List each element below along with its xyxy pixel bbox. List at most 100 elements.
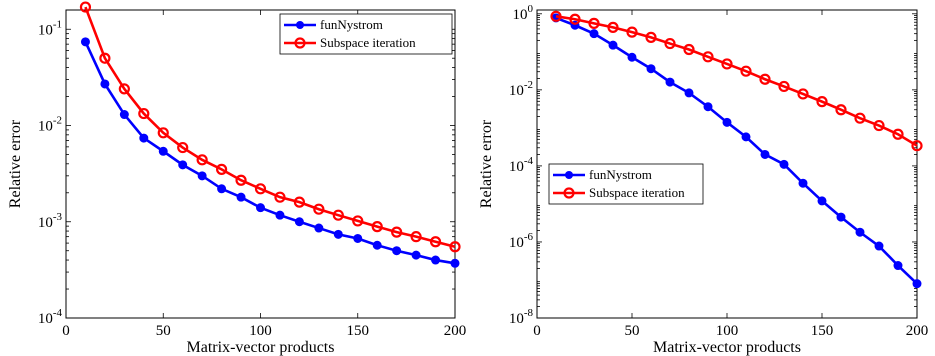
data-point xyxy=(854,112,866,124)
data-point xyxy=(294,217,304,227)
x-tick-label: 0 xyxy=(533,323,541,339)
data-point xyxy=(664,37,676,50)
data-point xyxy=(608,40,618,50)
legend: funNystrom Subspace iteration xyxy=(279,13,453,55)
data-point xyxy=(118,83,130,95)
data-point xyxy=(158,146,168,156)
x-tick-label: 150 xyxy=(347,323,370,339)
data-point xyxy=(703,102,713,112)
data-point xyxy=(721,58,733,70)
data-point xyxy=(410,231,422,243)
series-line xyxy=(555,16,918,285)
legend-marker xyxy=(565,171,573,179)
right-chart: 0 50 100 150 20010-810-610-410-2100Matrix-ve… xyxy=(478,3,928,356)
data-point xyxy=(836,212,846,222)
data-point xyxy=(352,215,364,227)
y-tick-label: 10-4 xyxy=(38,307,63,327)
y-tick-label: 10-3 xyxy=(38,211,63,231)
data-point xyxy=(797,88,809,100)
legend-label: Subspace iteration xyxy=(320,35,416,50)
legend-label: funNystrom xyxy=(589,167,652,182)
data-point xyxy=(235,174,247,186)
x-tick-label: 0 xyxy=(62,323,70,339)
data-point xyxy=(100,79,110,89)
legend-box xyxy=(279,13,453,55)
data-point xyxy=(313,203,325,215)
data-point xyxy=(275,210,285,220)
data-point xyxy=(646,64,656,74)
left-chart: 0 50 100 150 200 10-4 10-3 10-2 10-1 Matrix-vecto… xyxy=(7,1,467,356)
data-point xyxy=(873,119,885,132)
plot-area xyxy=(65,9,456,319)
data-point xyxy=(798,178,808,188)
data-point xyxy=(702,51,714,63)
data-point xyxy=(665,77,675,87)
data-point xyxy=(157,127,169,139)
data-point xyxy=(588,17,600,29)
series-subspace-iteration xyxy=(550,10,923,152)
data-point xyxy=(353,233,363,243)
x-axis-title: Matrix-vector products xyxy=(187,339,335,356)
data-point xyxy=(372,240,382,250)
data-point xyxy=(371,221,383,233)
legend-marker xyxy=(294,37,306,49)
data-point xyxy=(391,226,403,238)
data-point xyxy=(816,96,828,108)
data-point xyxy=(835,104,847,116)
data-point xyxy=(80,37,90,47)
x-tick-label: 100 xyxy=(716,323,739,339)
data-point xyxy=(177,141,189,154)
series-subspace-iteration xyxy=(79,1,461,253)
data-point xyxy=(855,227,865,237)
y-tick-label: 100 xyxy=(513,3,534,23)
series-funnystrom xyxy=(551,13,922,289)
x-tick-label: 150 xyxy=(811,323,834,339)
data-point xyxy=(450,258,460,268)
data-point xyxy=(254,183,267,195)
y-axis-title: Relative error xyxy=(7,119,24,208)
data-point xyxy=(645,31,657,43)
y-tick-label: 10-1 xyxy=(38,18,62,38)
data-point xyxy=(874,241,884,251)
y-tick-label: 10-6 xyxy=(509,231,534,251)
legend: funNystrom Subspace iteration xyxy=(548,163,704,205)
x-tick-label: 200 xyxy=(444,323,467,339)
data-point xyxy=(332,209,344,221)
data-point xyxy=(139,133,149,143)
data-point xyxy=(274,191,286,203)
data-point xyxy=(912,279,922,289)
data-point xyxy=(236,192,246,202)
x-tick-label: 100 xyxy=(249,323,272,339)
legend-marker xyxy=(296,21,304,29)
x-axis-title: Matrix-vector products xyxy=(653,339,801,356)
data-point xyxy=(411,250,421,260)
data-point xyxy=(741,132,751,142)
data-point xyxy=(216,163,228,175)
series-funnystrom xyxy=(80,37,460,268)
y-tick-label: 10-4 xyxy=(509,155,534,175)
legend-label: Subspace iteration xyxy=(589,185,685,200)
data-point xyxy=(293,196,305,208)
data-point xyxy=(392,246,402,256)
data-point xyxy=(627,52,637,62)
data-point xyxy=(449,241,461,253)
data-point xyxy=(589,29,599,39)
data-point xyxy=(569,13,581,25)
data-point xyxy=(217,184,227,194)
legend-box xyxy=(548,163,704,205)
data-point xyxy=(760,149,770,159)
data-point xyxy=(893,261,903,271)
data-point xyxy=(314,223,324,233)
data-point xyxy=(431,255,441,265)
data-point xyxy=(607,21,619,33)
data-point xyxy=(779,159,789,169)
legend-marker xyxy=(563,187,575,199)
data-point xyxy=(429,236,442,248)
y-axis-title: Relative error xyxy=(478,119,495,208)
data-point xyxy=(778,80,790,93)
y-tick-label: 10-2 xyxy=(38,115,62,135)
data-point xyxy=(626,26,638,38)
data-point xyxy=(684,88,694,98)
series-line xyxy=(555,15,918,147)
data-point xyxy=(722,117,732,127)
